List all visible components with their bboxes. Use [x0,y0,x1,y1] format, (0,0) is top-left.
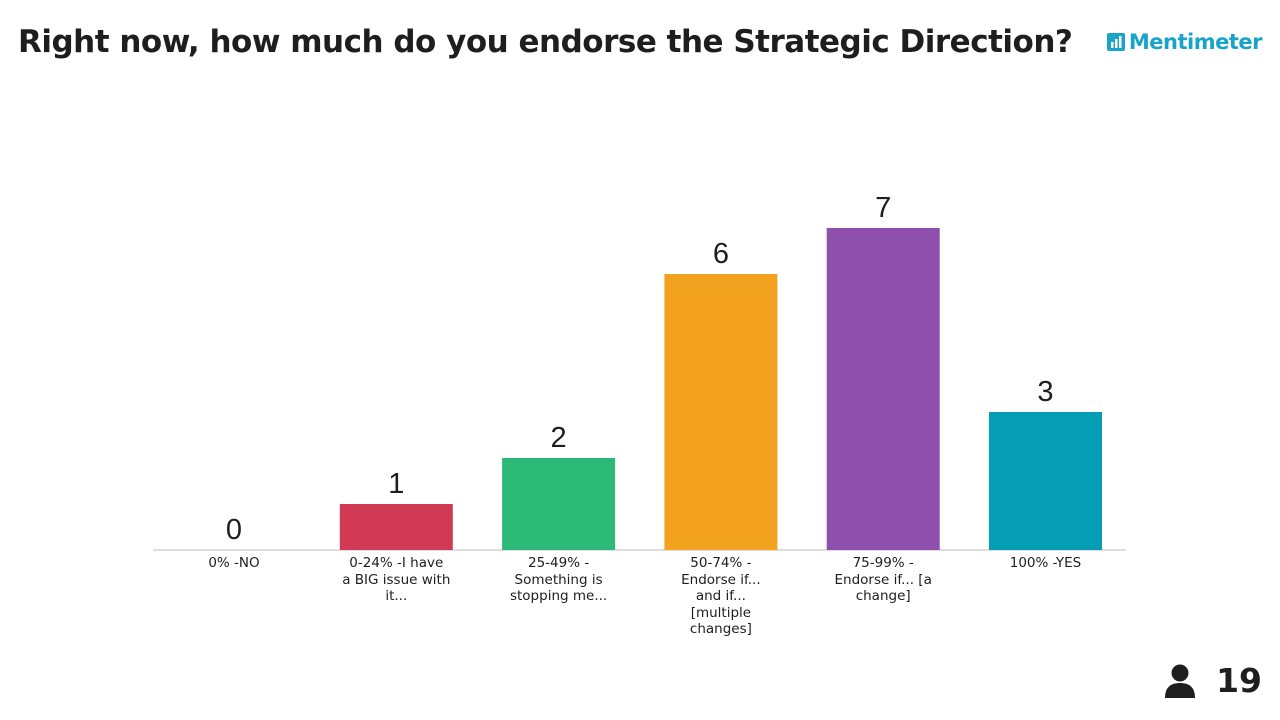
category-label-line: 100% -YES [1009,555,1082,571]
participant-count: 19 [1216,661,1262,700]
category-label: 100% -YES [984,555,1108,572]
bar [826,228,940,550]
category-label-line: 50-74% - [690,555,752,571]
category-label-line: Endorse if... [a [834,571,932,588]
category-label-line: [multiple [690,604,752,621]
category-label-line: 25-49% - [527,555,590,571]
category-label-line: Something is [514,571,603,588]
bar [989,412,1102,550]
bar-value-label: 6 [713,238,729,270]
category-label-line: 0-24% -I have [349,555,444,571]
bar [664,274,778,550]
bar-value-label: 1 [388,468,404,500]
page-title: Right now, how much do you endorse the S… [18,24,1073,60]
category-label-line: stopping me... [509,588,608,604]
bar-chart-logo-icon [1106,33,1125,51]
category-label-line: changes] [689,621,752,637]
category-label-line: 75-99% - [852,555,914,571]
category-label-line: and if... [695,588,746,604]
person-icon [1165,664,1196,698]
category-label-line: Endorse if... [681,571,761,588]
category-label: 75-99% - Endorse if... [a change] [821,555,945,605]
bar-value-label: 7 [875,192,891,224]
brand-name: Mentimeter [1128,30,1263,54]
category-label-line: it... [385,588,408,604]
mentimeter-logo: Mentimeter [1106,30,1263,54]
category-label: 50-74% - Endorse if... and if... [multiple c… [659,555,783,638]
category-label: 0-24% -I have a BIG issue with it... [334,555,458,605]
category-label: 25-49% - Something is stopping me... [497,555,621,605]
category-label-line: 0% -NO [208,555,260,571]
bar-value-label: 3 [1037,376,1053,408]
bar [339,504,453,550]
category-label-line: change] [855,588,911,604]
bar [502,458,616,550]
bar-value-label: 2 [551,422,567,454]
bar-value-label: 0 [226,514,242,546]
participant-counter: 19 [1164,661,1262,700]
category-label-line: a BIG issue with [342,571,451,588]
category-label: 0% -NO [172,555,296,572]
